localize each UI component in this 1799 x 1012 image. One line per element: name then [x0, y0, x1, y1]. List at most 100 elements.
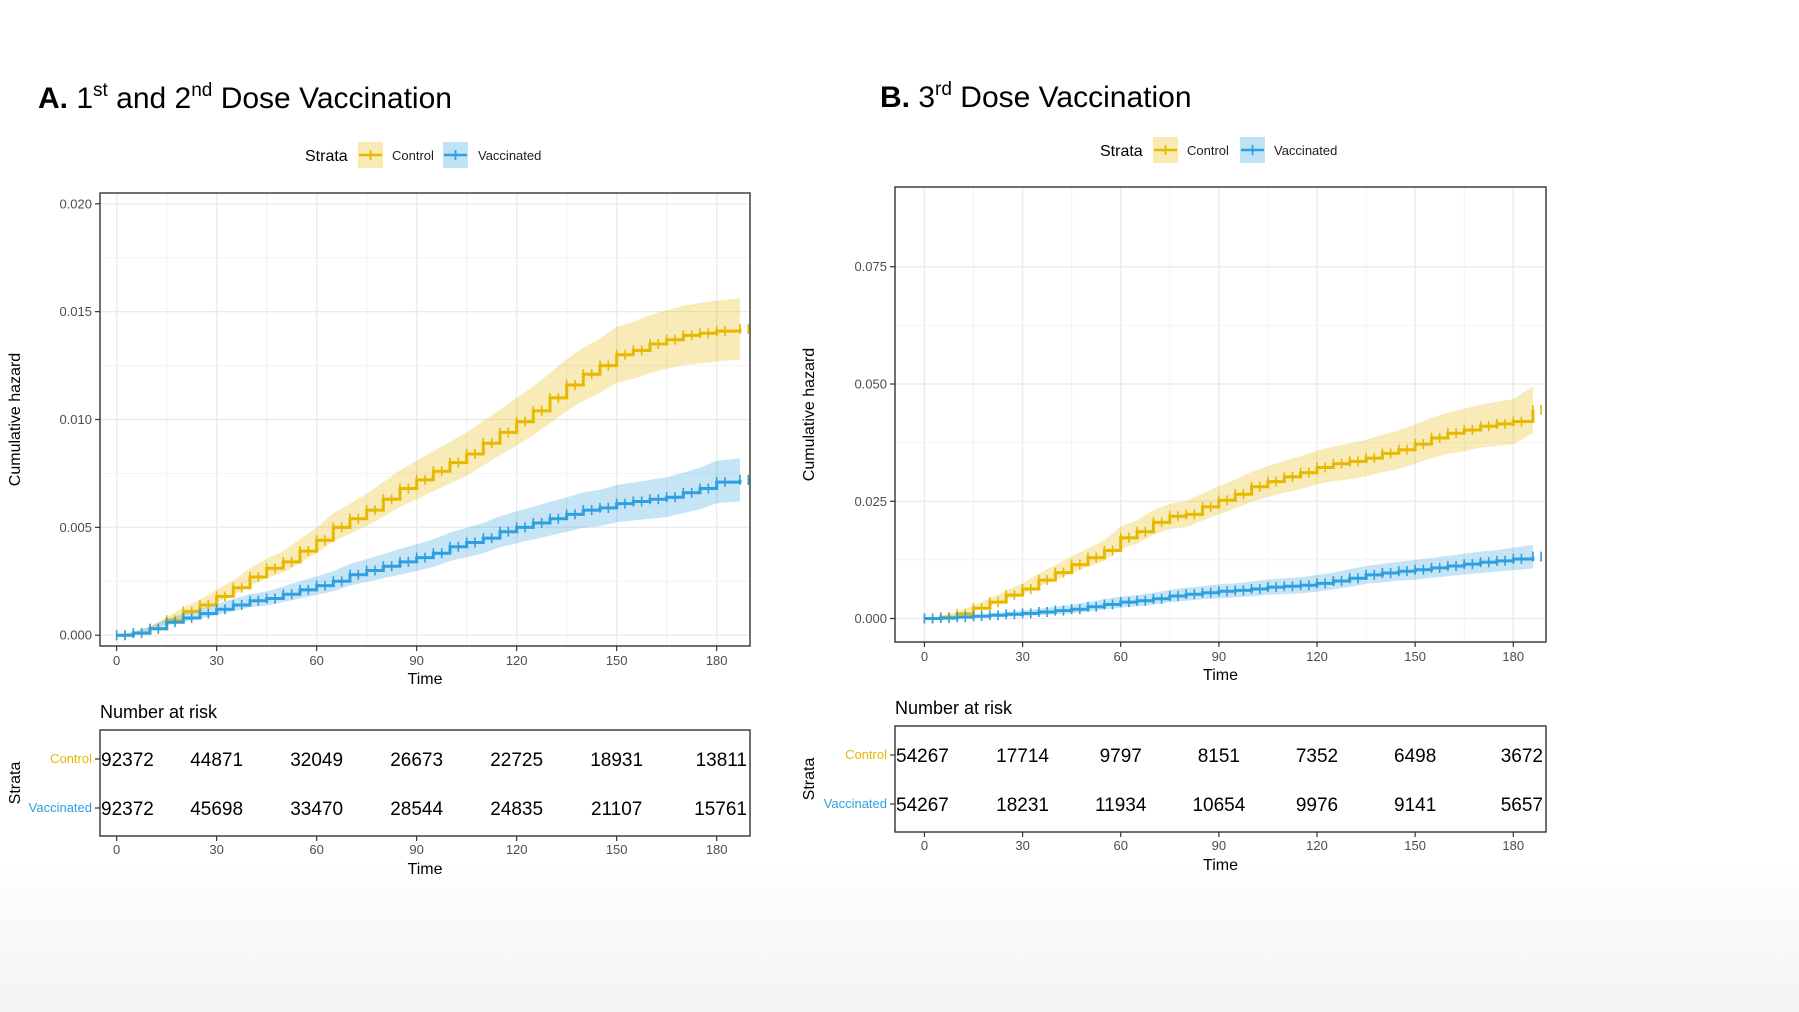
risk-x-tick-label: 60 [1113, 838, 1127, 853]
risk-table-border [894, 725, 1547, 833]
x-tick-label: 90 [409, 653, 423, 668]
risk-cell: 3672 [1501, 746, 1543, 767]
y-axis-title: Cumulative hazard [801, 348, 818, 481]
risk-cell: 92372 [101, 799, 154, 820]
risk-x-tick-label: 180 [706, 842, 728, 857]
risk-x-axis-title: Time [1203, 857, 1238, 874]
risk-strata-axis-title: Strata [801, 758, 818, 801]
y-axis-title: Cumulative hazard [7, 353, 24, 486]
y-tick-label: 0.020 [59, 196, 92, 211]
risk-cell: 11934 [1095, 795, 1147, 816]
risk-x-tick-label: 30 [1015, 838, 1029, 853]
y-tick-label: 0.005 [59, 520, 92, 535]
risk-x-tick-label: 0 [113, 842, 120, 857]
y-tick-label: 0.000 [59, 628, 92, 643]
x-tick-label: 60 [1113, 649, 1127, 664]
legend-label-control: Control [392, 148, 434, 163]
x-tick-label: 120 [1306, 649, 1328, 664]
risk-cell: 10654 [1192, 795, 1245, 816]
risk-x-tick-label: 0 [921, 838, 928, 853]
risk-cell: 17714 [996, 746, 1049, 767]
risk-x-tick-label: 90 [409, 842, 423, 857]
risk-x-tick-label: 180 [1502, 838, 1524, 853]
legend-key-control [1153, 137, 1178, 163]
plot-border [894, 186, 1547, 643]
risk-cell: 8151 [1198, 746, 1240, 767]
x-tick-label: 120 [506, 653, 528, 668]
risk-table: Number at risk Control 54267 17714 9797 8151 7… [801, 698, 1547, 874]
risk-table-title: Number at risk [100, 702, 218, 722]
risk-strata-axis-title: Strata [7, 762, 24, 805]
risk-x-tick-label: 30 [209, 842, 223, 857]
x-tick-label: 30 [209, 653, 223, 668]
risk-cell: 21107 [591, 799, 642, 820]
legend: Strata Control Vaccinated [1100, 137, 1337, 163]
legend: Strata Control Vaccinated [305, 142, 541, 168]
risk-cell: 13811 [696, 750, 747, 771]
panel-a-chart: 0.000 0.005 0.010 0.015 0.020 0 30 60 90 120 150 18… [7, 142, 751, 878]
x-tick-label: 180 [706, 653, 728, 668]
x-tick-label: 30 [1015, 649, 1029, 664]
y-tick-label: 0.000 [854, 611, 887, 626]
risk-cell: 54267 [896, 795, 949, 816]
risk-cell: 33470 [290, 799, 343, 820]
risk-x-tick-label: 150 [606, 842, 628, 857]
panel-a-title: A. 1st and 2nd Dose Vaccination [38, 80, 452, 115]
legend-title: Strata [1100, 143, 1143, 160]
y-tick-label: 0.075 [854, 259, 887, 274]
y-tick-label: 0.015 [59, 304, 92, 319]
risk-cell: 26673 [390, 750, 443, 771]
legend-title: Strata [305, 148, 348, 165]
risk-row-label-control: Control [50, 751, 92, 766]
risk-cell: 44871 [190, 750, 243, 771]
risk-x-tick-label: 150 [1404, 838, 1426, 853]
risk-row-label-vaccinated: Vaccinated [29, 800, 92, 815]
risk-cell: 15761 [694, 799, 747, 820]
risk-cell: 22725 [490, 750, 543, 771]
risk-cell: 32049 [290, 750, 343, 771]
panel-b-title: B. 3rd Dose Vaccination [880, 79, 1192, 114]
risk-cell: 7352 [1296, 746, 1338, 767]
risk-x-tick-label: 90 [1212, 838, 1226, 853]
x-tick-label: 150 [1404, 649, 1426, 664]
x-tick-label: 60 [309, 653, 323, 668]
y-tick-label: 0.050 [854, 377, 887, 392]
risk-cell: 9976 [1296, 795, 1338, 816]
y-tick-label: 0.025 [854, 494, 887, 509]
x-tick-label: 0 [113, 653, 120, 668]
legend-key-control [358, 142, 383, 168]
risk-cell: 18231 [996, 795, 1049, 816]
risk-x-axis-title: Time [408, 861, 443, 878]
risk-cell: 92372 [101, 750, 154, 771]
x-tick-label: 180 [1502, 649, 1524, 664]
risk-cell: 24835 [490, 799, 543, 820]
x-tick-label: 0 [921, 649, 928, 664]
bottom-shade [0, 862, 1799, 1012]
risk-table: Number at risk Control 92372 44871 32049 2667… [7, 702, 751, 878]
risk-table-border [99, 729, 751, 837]
risk-x-tick-label: 120 [506, 842, 528, 857]
risk-cell: 9797 [1100, 746, 1142, 767]
x-tick-label: 90 [1212, 649, 1226, 664]
risk-row-label-vaccinated: Vaccinated [824, 796, 887, 811]
confidence-band-vaccinated [116, 458, 740, 636]
risk-x-tick-label: 120 [1306, 838, 1328, 853]
risk-cell: 9141 [1394, 795, 1436, 816]
confidence-band-control [924, 386, 1533, 619]
risk-row-label-control: Control [845, 747, 887, 762]
risk-x-tick-label: 60 [309, 842, 323, 857]
legend-label-vaccinated: Vaccinated [1274, 143, 1337, 158]
risk-cell: 45698 [190, 799, 243, 820]
risk-table-title: Number at risk [895, 698, 1013, 718]
x-tick-label: 150 [606, 653, 628, 668]
legend-label-vaccinated: Vaccinated [478, 148, 541, 163]
panel-b-chart: 0.000 0.025 0.050 0.075 0 30 60 90 120 150 180 Time… [801, 137, 1547, 874]
risk-cell: 5657 [1501, 795, 1543, 816]
risk-cell: 18931 [590, 750, 643, 771]
plot-area [895, 187, 1546, 642]
risk-cell: 54267 [896, 746, 949, 767]
x-axis-title: Time [1203, 667, 1238, 684]
x-axis-title: Time [408, 671, 443, 688]
legend-key-vaccinated [1240, 137, 1265, 163]
